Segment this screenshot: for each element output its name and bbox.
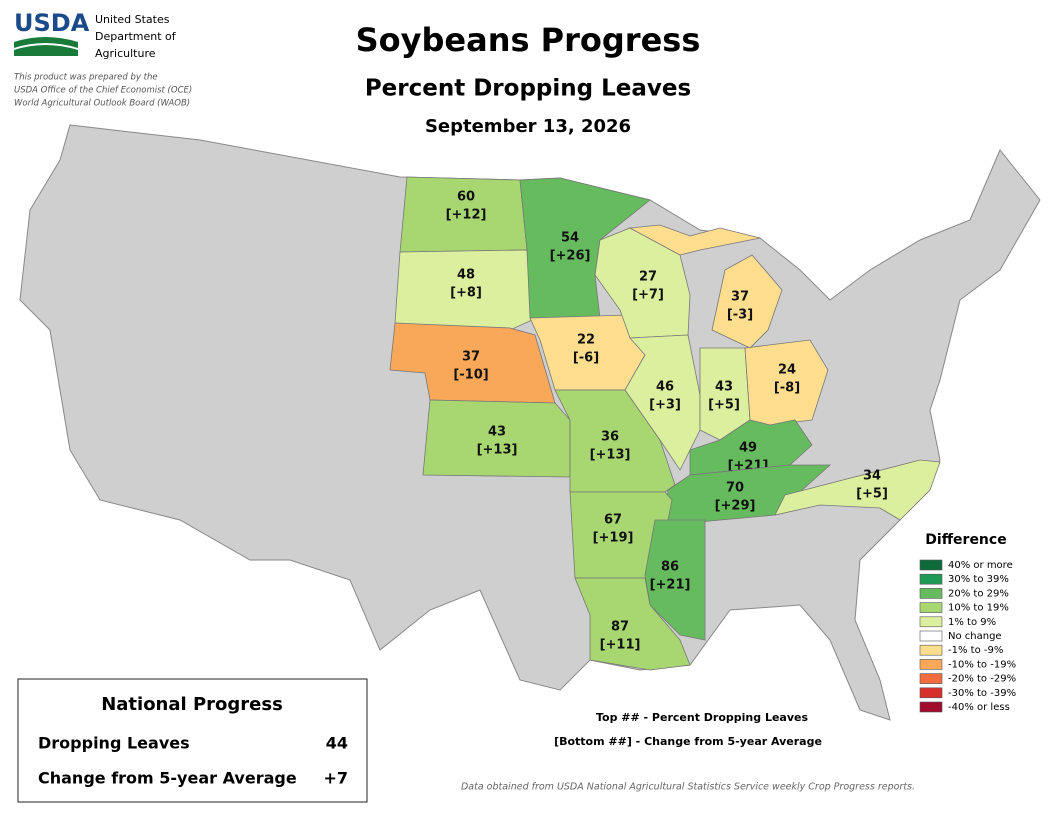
date: September 13, 2026 xyxy=(425,116,631,137)
legend-label: 20% to 29% xyxy=(948,588,1009,599)
state-value: 37 xyxy=(731,290,749,305)
state-change: [-10] xyxy=(453,368,488,383)
state xyxy=(711,254,783,349)
state-value: 86 xyxy=(661,560,679,575)
legend-swatch xyxy=(919,588,943,599)
legend-label: -30% to -39% xyxy=(948,688,1016,699)
legend-swatch xyxy=(919,659,943,670)
legend-label: 30% to 39% xyxy=(948,574,1009,585)
legend-swatch xyxy=(919,630,943,642)
disclaimer: This product was prepared by the xyxy=(14,73,158,83)
state-change: [+3] xyxy=(649,398,681,413)
legend-label: 10% to 19% xyxy=(948,603,1009,614)
state-value: 48 xyxy=(457,268,475,283)
national-value: 44 xyxy=(326,734,348,753)
state-value: 22 xyxy=(577,333,595,348)
state-change: [+29] xyxy=(715,499,756,514)
state xyxy=(624,334,701,471)
state-change: [+13] xyxy=(477,443,518,458)
disclaimer: USDA Office of the Chief Economist (OCE) xyxy=(14,86,192,96)
state xyxy=(574,577,691,671)
state-value: 54 xyxy=(561,231,579,246)
state-change: [+7] xyxy=(632,288,664,303)
legend-swatch xyxy=(919,701,943,713)
state-change: [-3] xyxy=(727,308,753,323)
legend-swatch xyxy=(919,616,943,628)
legend-label: 40% or more xyxy=(948,560,1013,571)
logo: USDA xyxy=(14,9,90,37)
state-value: 60 xyxy=(457,190,475,205)
national-label: Change from 5-year Average xyxy=(38,769,297,788)
state-value: 37 xyxy=(462,350,480,365)
state-change: [+21] xyxy=(650,578,691,593)
agency: United States xyxy=(95,13,170,26)
national-value: +7 xyxy=(323,769,348,788)
state xyxy=(394,249,533,331)
legend-title: Difference xyxy=(925,532,1006,548)
state-change: [+12] xyxy=(446,208,487,223)
legend-swatch xyxy=(919,559,943,571)
state-value: 49 xyxy=(739,441,757,456)
state-change: [+5] xyxy=(856,487,888,502)
state-change: [+13] xyxy=(590,448,631,463)
state-value: 46 xyxy=(656,380,674,395)
state-change: [+11] xyxy=(600,638,641,653)
state xyxy=(774,459,941,521)
legend-label: -1% to -9% xyxy=(948,645,1003,656)
state-value: 36 xyxy=(601,430,619,445)
legend-swatch xyxy=(919,644,943,656)
national-box xyxy=(17,678,368,803)
legend-label: -20% to -29% xyxy=(948,674,1016,685)
state-change: [+5] xyxy=(708,398,740,413)
legend-swatch xyxy=(919,673,943,684)
state-value: 27 xyxy=(639,270,657,285)
legend-label: No change xyxy=(948,631,1002,642)
legend-label: -10% to -19% xyxy=(948,659,1016,670)
state-value: 24 xyxy=(778,363,796,378)
state-change: [+19] xyxy=(593,531,634,546)
state xyxy=(644,519,706,641)
logo-mark xyxy=(14,37,78,56)
state-value: 34 xyxy=(863,469,881,484)
legend-label: 1% to 9% xyxy=(948,617,996,628)
key: [Bottom ##] - Change from 5-year Average xyxy=(554,735,822,748)
state-change: [-8] xyxy=(774,381,800,396)
agency: Department of xyxy=(95,30,177,43)
state-value: 87 xyxy=(611,620,629,635)
national-title: National Progress xyxy=(101,694,283,715)
state-value: 67 xyxy=(604,513,622,528)
footer: Data obtained from USDA National Agricul… xyxy=(461,782,915,793)
legend-swatch xyxy=(919,687,943,699)
states: 60 [+12] 48 [+8] 37 [-10] 43 [+13] 54 [+26] 22 [-6]… xyxy=(389,176,941,671)
title: Soybeans Progress xyxy=(356,21,701,59)
national-label: Dropping Leaves xyxy=(38,734,190,753)
key: Top ## - Percent Dropping Leaves xyxy=(596,711,808,724)
agency: Agriculture xyxy=(95,47,156,60)
state-value: 70 xyxy=(726,481,744,496)
subtitle: Percent Dropping Leaves xyxy=(365,76,691,102)
state-value: 43 xyxy=(488,425,506,440)
legend-swatch xyxy=(919,573,943,585)
legend-swatch xyxy=(919,602,943,613)
legend: Difference 40% or more 30% to 39% 20% to 2… xyxy=(919,532,1016,713)
state-change: [+8] xyxy=(450,286,482,301)
state-change: [-6] xyxy=(573,351,599,366)
state-value: 43 xyxy=(715,380,733,395)
legend-label: -40% or less xyxy=(948,702,1010,713)
state xyxy=(628,224,761,256)
disclaimer: World Agricultural Outlook Board (WAOB) xyxy=(14,99,190,109)
state-change: [+26] xyxy=(550,249,591,264)
